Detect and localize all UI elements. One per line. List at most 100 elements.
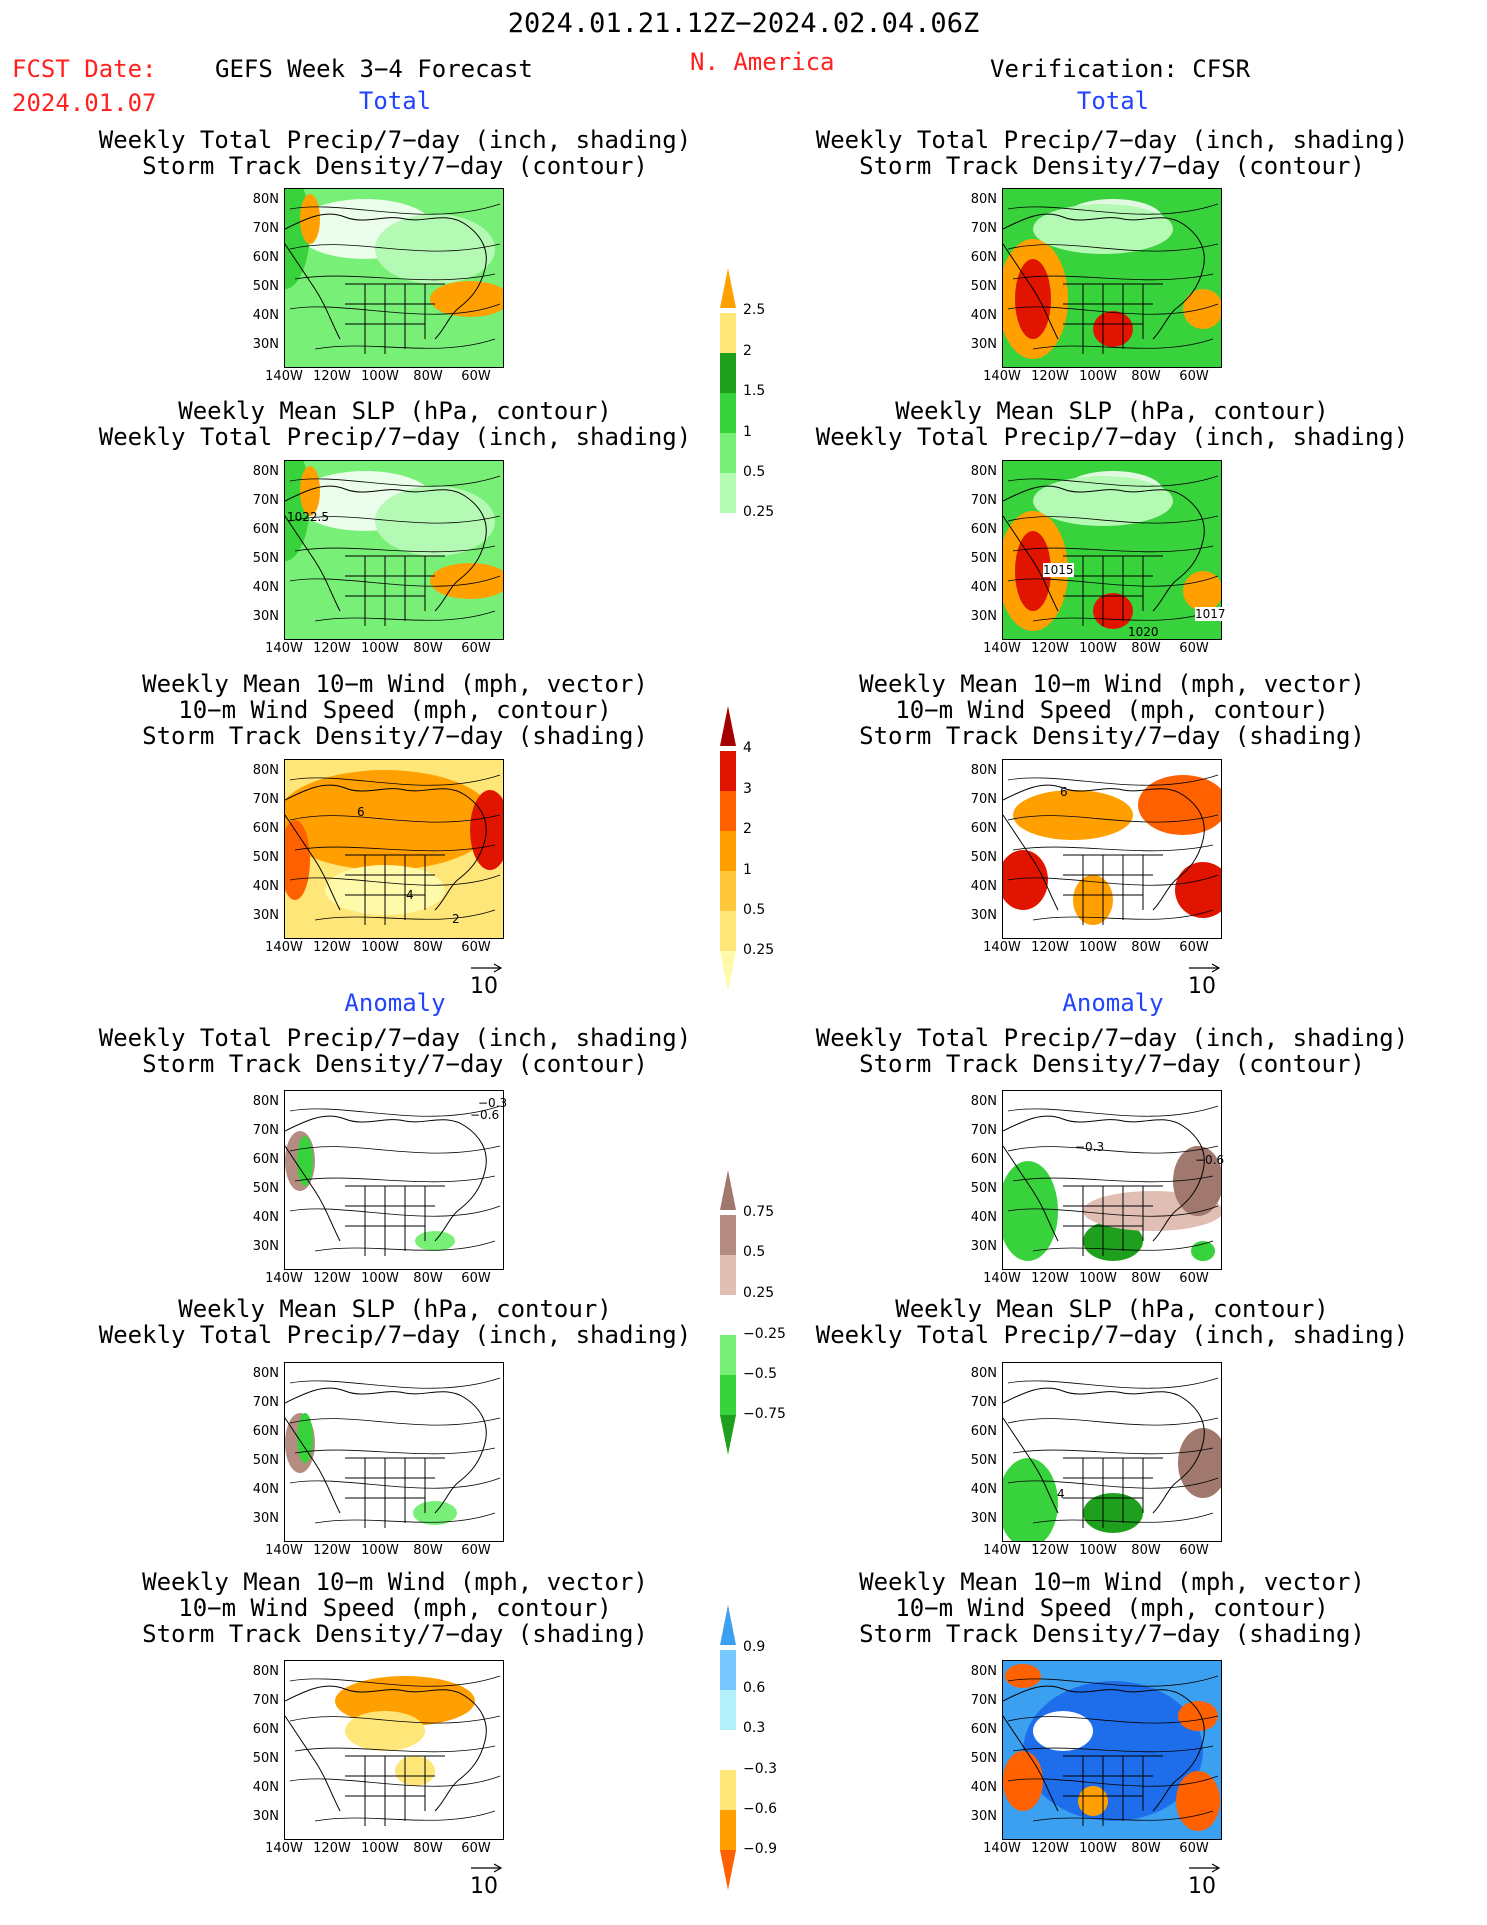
lon-tick-label: 80W <box>413 1271 443 1286</box>
lon-tick-label: 100W <box>361 1271 399 1286</box>
colorbar-precip-total <box>720 268 736 562</box>
lat-tick-label: 60N <box>970 821 997 836</box>
map-obs-total-wind-storm <box>1002 759 1222 939</box>
lat-tick-label: 30N <box>970 1511 997 1526</box>
colorbar-label: 0.25 <box>743 1285 775 1301</box>
lat-tick-label: 50N <box>252 850 279 865</box>
lon-tick-label: 100W <box>1079 641 1117 656</box>
lon-tick-label: 120W <box>1031 1271 1069 1286</box>
region-title: N. America <box>690 48 835 76</box>
contour-label: −0.6 <box>470 1108 500 1122</box>
lat-tick-label: 50N <box>252 1181 279 1196</box>
lon-tick-label: 120W <box>313 1841 351 1856</box>
colorbar-label: −0.25 <box>743 1326 786 1342</box>
lat-tick-label: 60N <box>252 821 279 836</box>
vector-ref-label: 10 <box>1188 974 1216 999</box>
colorbar-label: 0.5 <box>743 902 766 918</box>
lon-tick-label: 140W <box>983 940 1021 955</box>
colorbar-label: −0.6 <box>743 1801 777 1817</box>
colorbar-label: −0.9 <box>743 1841 777 1857</box>
lon-tick-label: 100W <box>1079 1841 1117 1856</box>
contour-label: 4 <box>1057 1487 1065 1501</box>
map-canvas <box>1003 461 1221 639</box>
title-fc-anom-wind-1: Weekly Mean 10−m Wind (mph, vector) <box>142 1568 648 1596</box>
lat-tick-label: 40N <box>252 580 279 595</box>
colorbar-label: 4 <box>743 740 752 756</box>
lat-tick-label: 30N <box>970 1809 997 1824</box>
title-obs-anom-precip-1: Weekly Total Precip/7−day (inch, shading… <box>815 1024 1409 1052</box>
lat-tick-label: 50N <box>252 1751 279 1766</box>
lon-tick-label: 120W <box>313 369 351 384</box>
colorbar-label: 2 <box>743 343 752 359</box>
lon-tick-label: 120W <box>313 641 351 656</box>
map-obs-total-precip-storm <box>1002 188 1222 368</box>
lat-tick-label: 40N <box>970 879 997 894</box>
map-fc-anom-wind-storm <box>284 1660 504 1840</box>
vector-ref-fc-total: 10 <box>470 962 504 999</box>
contour-label: 6 <box>1060 785 1068 799</box>
lat-tick-label: 30N <box>970 1239 997 1254</box>
contour-label: 6 <box>357 805 365 819</box>
lon-tick-label: 140W <box>265 1543 303 1558</box>
lon-tick-label: 80W <box>413 369 443 384</box>
date-range-title: 2024.01.21.12Z−2024.02.04.06Z <box>507 8 980 39</box>
map-canvas <box>1003 1091 1221 1269</box>
map-canvas <box>1003 189 1221 367</box>
title-obs-total-precip-2: Storm Track Density/7−day (contour) <box>859 152 1365 180</box>
colorbar-label: 1.5 <box>743 383 766 399</box>
lon-tick-label: 60W <box>461 1271 491 1286</box>
lon-tick-label: 140W <box>265 940 303 955</box>
lat-tick-label: 80N <box>970 464 997 479</box>
lat-tick-label: 80N <box>970 1366 997 1381</box>
lat-tick-label: 60N <box>970 1152 997 1167</box>
title-fc-anom-precip-1: Weekly Total Precip/7−day (inch, shading… <box>98 1024 692 1052</box>
map-canvas <box>285 461 503 639</box>
lon-tick-label: 80W <box>413 641 443 656</box>
contour-label: 1020 <box>1128 625 1159 639</box>
contour-label: 1017 <box>1195 607 1226 621</box>
lon-tick-label: 120W <box>1031 1841 1069 1856</box>
lat-tick-label: 30N <box>970 908 997 923</box>
contour-label: 1015 <box>1043 563 1074 577</box>
map-obs-anom-precip-storm <box>1002 1090 1222 1270</box>
lon-tick-label: 80W <box>413 1543 443 1558</box>
colorbar-label: 0.5 <box>743 1244 766 1260</box>
title-fc-anom-wind-2: 10−m Wind Speed (mph, contour) <box>178 1594 612 1622</box>
lon-tick-label: 60W <box>461 940 491 955</box>
lat-tick-label: 80N <box>252 192 279 207</box>
lon-tick-label: 140W <box>983 1271 1021 1286</box>
verification-title: Verification: CFSR <box>990 55 1251 83</box>
lat-tick-label: 30N <box>252 1239 279 1254</box>
title-fc-total-wind-2: 10−m Wind Speed (mph, contour) <box>178 696 612 724</box>
map-fc-total-slp-precip <box>284 460 504 640</box>
lat-tick-label: 50N <box>970 279 997 294</box>
lon-tick-label: 80W <box>413 940 443 955</box>
lat-tick-label: 30N <box>970 609 997 624</box>
lat-tick-label: 50N <box>970 850 997 865</box>
lat-tick-label: 80N <box>252 1366 279 1381</box>
lat-tick-label: 40N <box>252 308 279 323</box>
colorbar-label: 0.25 <box>743 942 775 958</box>
lat-tick-label: 60N <box>252 1152 279 1167</box>
lat-tick-label: 70N <box>252 221 279 236</box>
vector-ref-label: 10 <box>1188 1874 1216 1899</box>
contour-label: −0.3 <box>1075 1140 1105 1154</box>
section-anomaly-right: Anomaly <box>1062 989 1164 1017</box>
fcst-date-value: 2024.01.07 <box>12 89 157 117</box>
lat-tick-label: 30N <box>970 337 997 352</box>
lon-tick-label: 100W <box>361 641 399 656</box>
title-fc-total-wind-1: Weekly Mean 10−m Wind (mph, vector) <box>142 670 648 698</box>
colorbar-label: 0.25 <box>743 504 775 520</box>
map-canvas <box>285 1363 503 1541</box>
colorbar-label: 2 <box>743 821 752 837</box>
contour-label: −0.3 <box>478 1096 508 1110</box>
lat-tick-label: 40N <box>970 1482 997 1497</box>
map-canvas <box>285 1091 503 1269</box>
colorbar-label: 2.5 <box>743 302 766 318</box>
lon-tick-label: 140W <box>983 369 1021 384</box>
lon-tick-label: 140W <box>265 1841 303 1856</box>
title-obs-total-wind-3: Storm Track Density/7−day (shading) <box>859 722 1365 750</box>
lon-tick-label: 140W <box>983 1841 1021 1856</box>
lon-tick-label: 100W <box>361 1543 399 1558</box>
title-fc-total-slp-1: Weekly Mean SLP (hPa, contour) <box>178 397 612 425</box>
